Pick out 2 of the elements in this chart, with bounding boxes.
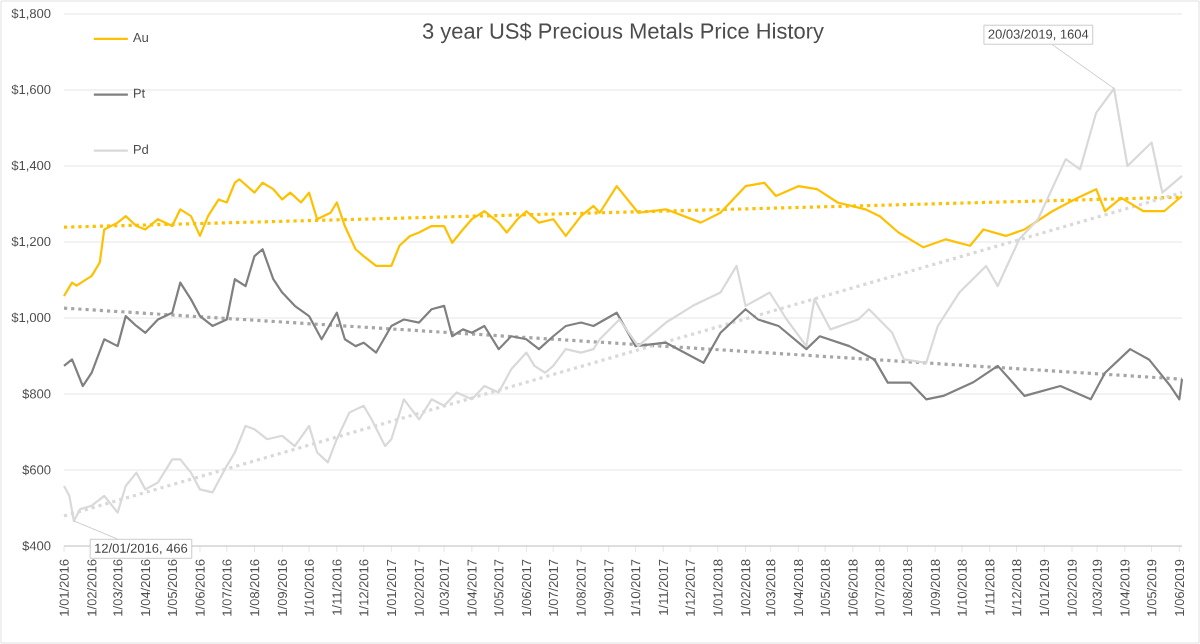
line-series: [62, 248, 1184, 401]
chart-title: 3 year US$ Precious Metals Price History: [422, 22, 824, 44]
